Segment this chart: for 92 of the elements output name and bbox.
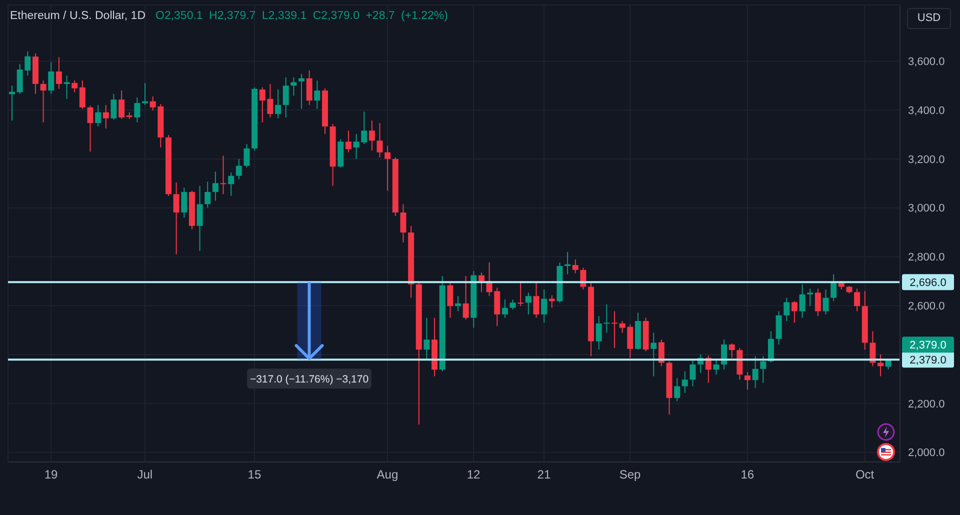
candlestick xyxy=(56,56,62,90)
candlestick xyxy=(533,282,540,318)
x-tick-label: 12 xyxy=(466,468,481,482)
candlestick xyxy=(72,80,78,93)
candlestick xyxy=(64,75,70,100)
candlestick xyxy=(502,298,508,318)
candlestick xyxy=(814,288,821,317)
text: 2,379.0 xyxy=(910,340,946,352)
candlestick xyxy=(400,204,406,244)
candlestick xyxy=(713,359,720,376)
chart-title: Ethereum / U.S. Dollar, 1D xyxy=(10,10,146,22)
candlestick xyxy=(102,104,109,129)
candlestick xyxy=(760,356,766,384)
candlestick xyxy=(518,280,524,307)
candlestick xyxy=(134,96,140,123)
candlestick xyxy=(181,187,188,218)
candlestick xyxy=(376,122,383,158)
x-tick-label: 19 xyxy=(44,468,58,482)
candlestick xyxy=(690,359,696,387)
candlestick xyxy=(784,297,790,322)
y-tick-label: 2,200.0 xyxy=(908,398,945,410)
candlestick xyxy=(306,70,312,106)
candlestick xyxy=(212,171,218,202)
candlestick xyxy=(611,310,618,348)
candlestick xyxy=(79,80,86,110)
y-tick-label: 3,600.0 xyxy=(908,56,945,68)
candlestick xyxy=(290,76,297,96)
candlestick xyxy=(173,182,180,255)
candlestick xyxy=(196,185,203,252)
candlestick xyxy=(541,288,548,324)
candlestick xyxy=(791,300,798,324)
candlestick xyxy=(384,145,391,192)
candlestick xyxy=(768,330,774,363)
x-tick-label: Oct xyxy=(855,468,875,482)
candlestick xyxy=(228,172,234,196)
candlestick xyxy=(854,288,860,312)
candlestick xyxy=(807,288,814,307)
ref-line-label: 2,379.0 xyxy=(910,354,946,367)
x-tick-label: Aug xyxy=(376,468,398,482)
candlestick xyxy=(830,274,837,302)
ref-line-label: 2,696.0 xyxy=(910,277,946,290)
candlestick xyxy=(275,89,282,119)
x-tick-label: 16 xyxy=(740,468,754,482)
candlestick xyxy=(204,181,211,208)
candlestick xyxy=(721,339,728,370)
candlestick xyxy=(447,282,454,318)
candlestick xyxy=(424,317,430,360)
candlestick xyxy=(314,80,320,110)
x-tick-label: 21 xyxy=(537,468,551,482)
candlestick xyxy=(368,120,375,152)
candlestick xyxy=(650,332,657,377)
y-tick-label: 3,000.0 xyxy=(908,202,945,215)
x-tick-label: Sep xyxy=(619,468,642,482)
x-tick-label: 15 xyxy=(248,468,262,482)
candlestick xyxy=(345,130,352,153)
candlestick xyxy=(744,372,751,390)
candlestick xyxy=(298,73,305,110)
candlestick xyxy=(95,104,102,127)
y-tick-label: 3,400.0 xyxy=(908,104,945,117)
candlestick xyxy=(870,330,876,367)
candlestick xyxy=(244,144,250,168)
candlestick xyxy=(118,90,125,120)
candlestick xyxy=(682,370,688,394)
candlestick xyxy=(282,76,289,118)
y-axis-title: USD xyxy=(907,8,951,29)
y-tick-label: 3,200.0 xyxy=(908,154,945,166)
candlestick xyxy=(110,93,117,120)
candlestick xyxy=(220,155,226,195)
candlestick xyxy=(455,296,461,312)
candlestick xyxy=(572,258,578,274)
candlestick xyxy=(728,342,735,358)
candlestick xyxy=(674,377,680,402)
candlestick xyxy=(510,298,516,310)
candlestick xyxy=(48,62,54,94)
candlestick xyxy=(525,292,532,315)
y-tick-label: 2,800.0 xyxy=(908,252,945,264)
candlestick xyxy=(776,310,782,345)
candlestick xyxy=(478,272,484,293)
candlestick xyxy=(40,80,46,123)
candlestick xyxy=(462,276,469,320)
y-tick-label: 2,000.0 xyxy=(908,447,945,460)
candlestick xyxy=(604,304,610,334)
annotation: −317.0 (−11.76%) −3,170 xyxy=(250,374,369,386)
candlestick xyxy=(799,284,806,318)
y-tick-label: 2,600.0 xyxy=(908,300,945,312)
candlestick xyxy=(236,158,242,180)
chart-subtitle: O2,350.1 H2,379.7 L2,339.1 C2,379.0 +28.7 (+1.22%) xyxy=(156,10,448,22)
x-tick-label: Jul xyxy=(137,468,153,482)
candlestick xyxy=(752,356,758,388)
candlestick xyxy=(596,316,602,350)
candlestick xyxy=(822,288,829,315)
candlestick xyxy=(87,105,94,152)
